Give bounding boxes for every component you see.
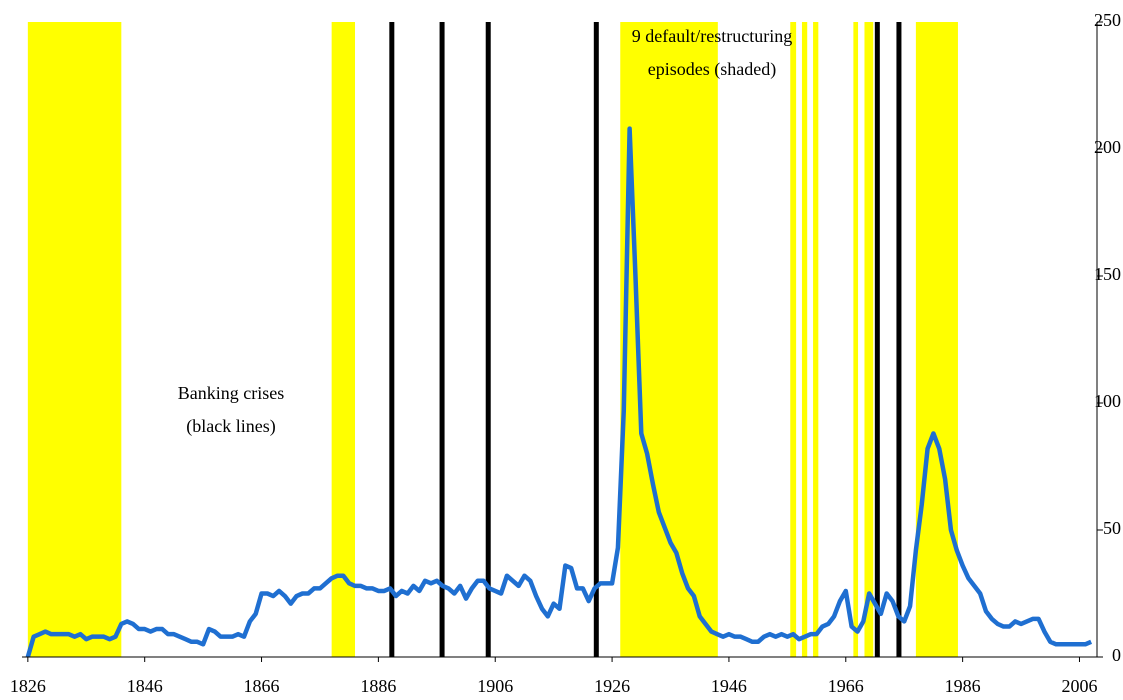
annotation: episodes (shaded) [648, 59, 776, 80]
default-episode [331, 22, 356, 657]
x-tick-label: 1826 [10, 676, 46, 696]
x-tick-label: 1926 [594, 676, 630, 696]
y-tick-label: 100 [1094, 391, 1121, 411]
annotation: Banking crises [178, 383, 284, 403]
default-episode [801, 22, 808, 657]
x-tick-label: 1986 [945, 676, 981, 696]
default-episode [620, 22, 718, 657]
x-tick-label: 1886 [360, 676, 396, 696]
y-tick-label: 200 [1094, 137, 1121, 157]
y-tick-label: 250 [1094, 10, 1121, 30]
x-tick-label: 1946 [711, 676, 747, 696]
y-tick-label: 0 [1112, 645, 1121, 665]
annotation: 9 default/restructuring [632, 26, 792, 46]
x-tick-label: 1966 [828, 676, 864, 696]
default-episode [915, 22, 958, 657]
default-episode [27, 22, 122, 657]
annotation: (black lines) [186, 416, 275, 437]
x-tick-label: 1866 [244, 676, 280, 696]
y-tick-label: 50 [1103, 518, 1121, 538]
default-episode [853, 22, 859, 657]
x-tick-label: 1846 [127, 676, 163, 696]
y-tick-label: 150 [1094, 264, 1121, 284]
default-episode [864, 22, 874, 657]
data-line [25, 126, 1093, 658]
x-tick-label: 2006 [1061, 676, 1097, 696]
x-tick-label: 1906 [477, 676, 513, 696]
default-episode [813, 22, 819, 657]
default-episode [790, 22, 797, 657]
